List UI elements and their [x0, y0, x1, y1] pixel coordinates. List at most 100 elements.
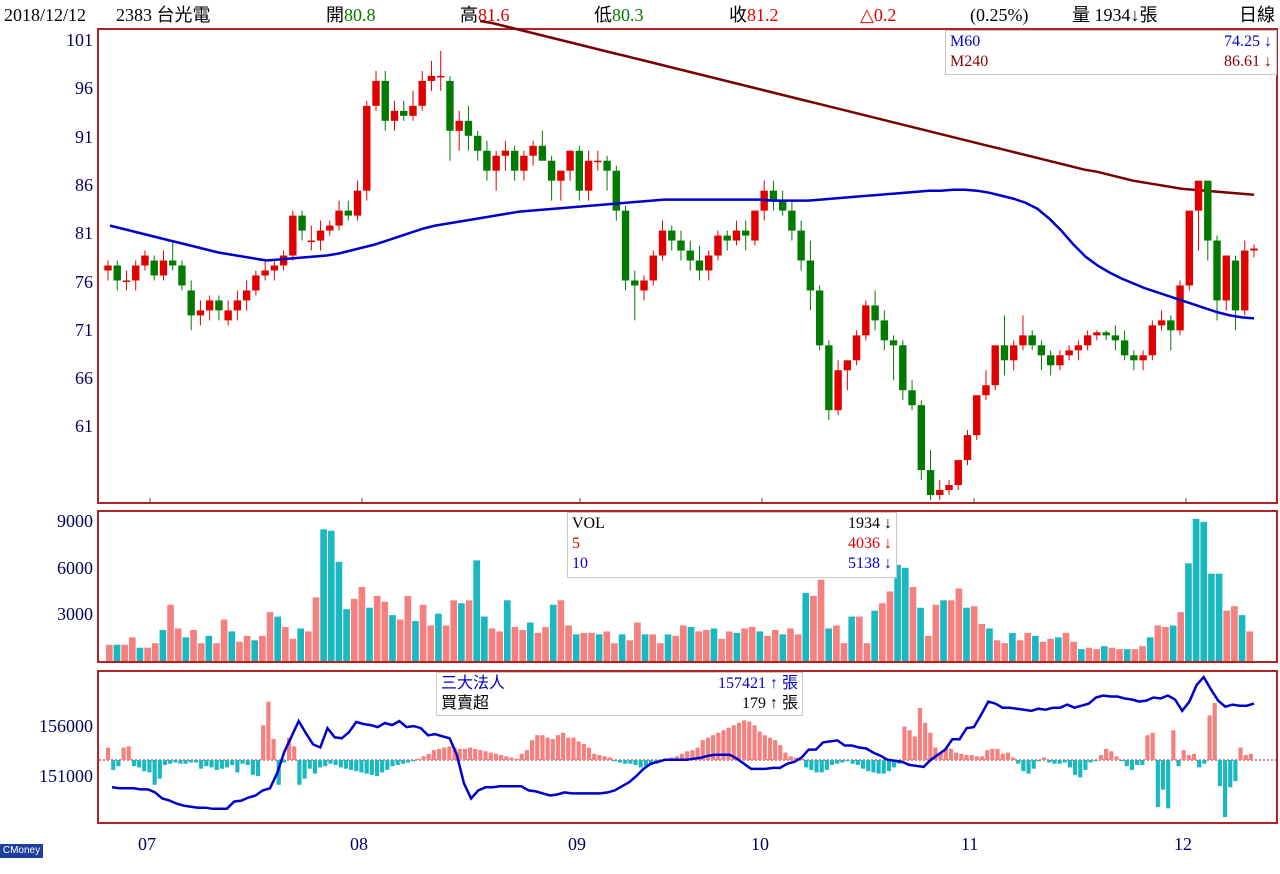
candle-body: [751, 210, 759, 241]
m240-value: 86.61 ↓: [1224, 53, 1272, 70]
net-buy-bar: [131, 760, 137, 767]
net-buy-bar: [380, 760, 385, 773]
net-buy-bar: [1140, 760, 1145, 765]
candle-body: [778, 200, 787, 211]
candle-body: [168, 260, 177, 266]
candle-body: [372, 80, 380, 106]
candle-body: [1065, 350, 1073, 356]
candle-body: [178, 265, 186, 286]
volume-bar: [771, 629, 779, 661]
candle-body: [1213, 240, 1221, 301]
net-buy-bar: [1073, 760, 1078, 775]
candle-body: [1111, 335, 1120, 341]
candle-body: [418, 80, 426, 106]
inst-sub-value: 179 ↑ 張: [741, 695, 798, 712]
candle-body: [658, 230, 667, 256]
volume-bar: [289, 638, 297, 661]
candle-body: [141, 255, 149, 266]
volume-bar: [228, 631, 236, 661]
net-buy-bar: [747, 721, 752, 760]
volume-bar: [840, 643, 848, 661]
candle-body: [307, 240, 316, 243]
institutional-panel: [97, 670, 1278, 824]
volume-bar: [320, 529, 327, 661]
volume-bar: [519, 629, 526, 661]
volume-bar: [657, 643, 664, 661]
price-tick: 91: [75, 127, 93, 147]
net-buy-bar: [519, 753, 524, 760]
volume-bar: [764, 635, 771, 661]
net-buy-bar: [928, 732, 933, 760]
net-buy-bar: [628, 760, 633, 764]
net-buy-bar: [178, 760, 183, 764]
net-buy-bar: [1129, 760, 1135, 770]
candle-body: [1194, 180, 1203, 211]
net-buy-bar: [1052, 760, 1057, 764]
volume-label: 量: [1072, 5, 1090, 25]
net-buy-bar: [452, 747, 457, 760]
candle-body: [473, 135, 482, 151]
net-buy-bar: [1109, 751, 1114, 760]
volume-bar: [1192, 518, 1200, 661]
candle-body: [1130, 355, 1138, 361]
net-buy-bar: [426, 753, 431, 760]
net-buy-bar: [995, 748, 1000, 760]
net-buy-bar: [333, 760, 338, 765]
volume-bar: [702, 629, 710, 661]
period-selector[interactable]: 日線: [1239, 5, 1275, 25]
candle-body: [908, 390, 916, 406]
open-value: 80.8: [344, 5, 376, 25]
net-buy-bar: [292, 746, 297, 760]
volume-bar: [878, 603, 886, 661]
volume-bar: [1116, 649, 1123, 661]
volume-bar: [1185, 563, 1192, 661]
candle-body: [289, 215, 297, 256]
volume-legend: VOL 1934 ↓ 5 4036 ↓ 10 5138 ↓: [567, 512, 897, 578]
net-buy-bar: [850, 760, 855, 764]
net-buy-bar: [152, 760, 157, 785]
net-buy-bar: [597, 755, 602, 760]
volume-bar: [136, 647, 144, 661]
volume-bar: [741, 628, 748, 661]
net-buy-bar: [555, 735, 561, 760]
net-buy-bar: [173, 760, 178, 763]
net-buy-bar: [1083, 760, 1088, 770]
volume-bar: [680, 625, 687, 661]
net-buy-bar: [685, 751, 690, 760]
net-buy-bar: [886, 760, 892, 772]
volume-bar: [848, 616, 856, 661]
price-tick: 96: [75, 78, 93, 98]
volume-bar: [1131, 649, 1139, 661]
volume-bar: [259, 635, 266, 661]
net-buy-bar: [106, 747, 111, 760]
month-tick: 07: [138, 834, 156, 854]
net-buy-bar: [354, 760, 359, 772]
volume-bar: [442, 625, 450, 661]
candle-body: [945, 485, 953, 491]
inst-title: 三大法人: [441, 675, 506, 692]
candle-body: [834, 370, 842, 411]
net-buy-bar: [209, 760, 214, 768]
volume-bar: [932, 604, 940, 661]
candle-body: [510, 150, 519, 171]
volume-bar: [213, 643, 220, 661]
net-buy-bar: [405, 760, 411, 763]
net-buy-bar: [1160, 760, 1166, 790]
volume-bar: [817, 579, 825, 661]
net-buy-bar: [752, 725, 757, 760]
net-buy-bar: [1000, 753, 1005, 760]
volume-bar: [794, 634, 802, 661]
volume-arrow: ↓: [1130, 5, 1140, 25]
net-buy-bar: [204, 760, 209, 767]
net-buy-bar: [1114, 756, 1119, 760]
net-buy-bar: [592, 753, 597, 760]
volume-bar: [450, 600, 458, 661]
volume-bar: [1085, 647, 1093, 661]
net-buy-bar: [948, 748, 954, 760]
low-price: 低80.3: [594, 2, 644, 28]
volume-bar: [595, 634, 603, 661]
candle-body: [991, 345, 999, 386]
close-price: 收81.2: [729, 2, 779, 28]
candle-body: [973, 395, 981, 436]
